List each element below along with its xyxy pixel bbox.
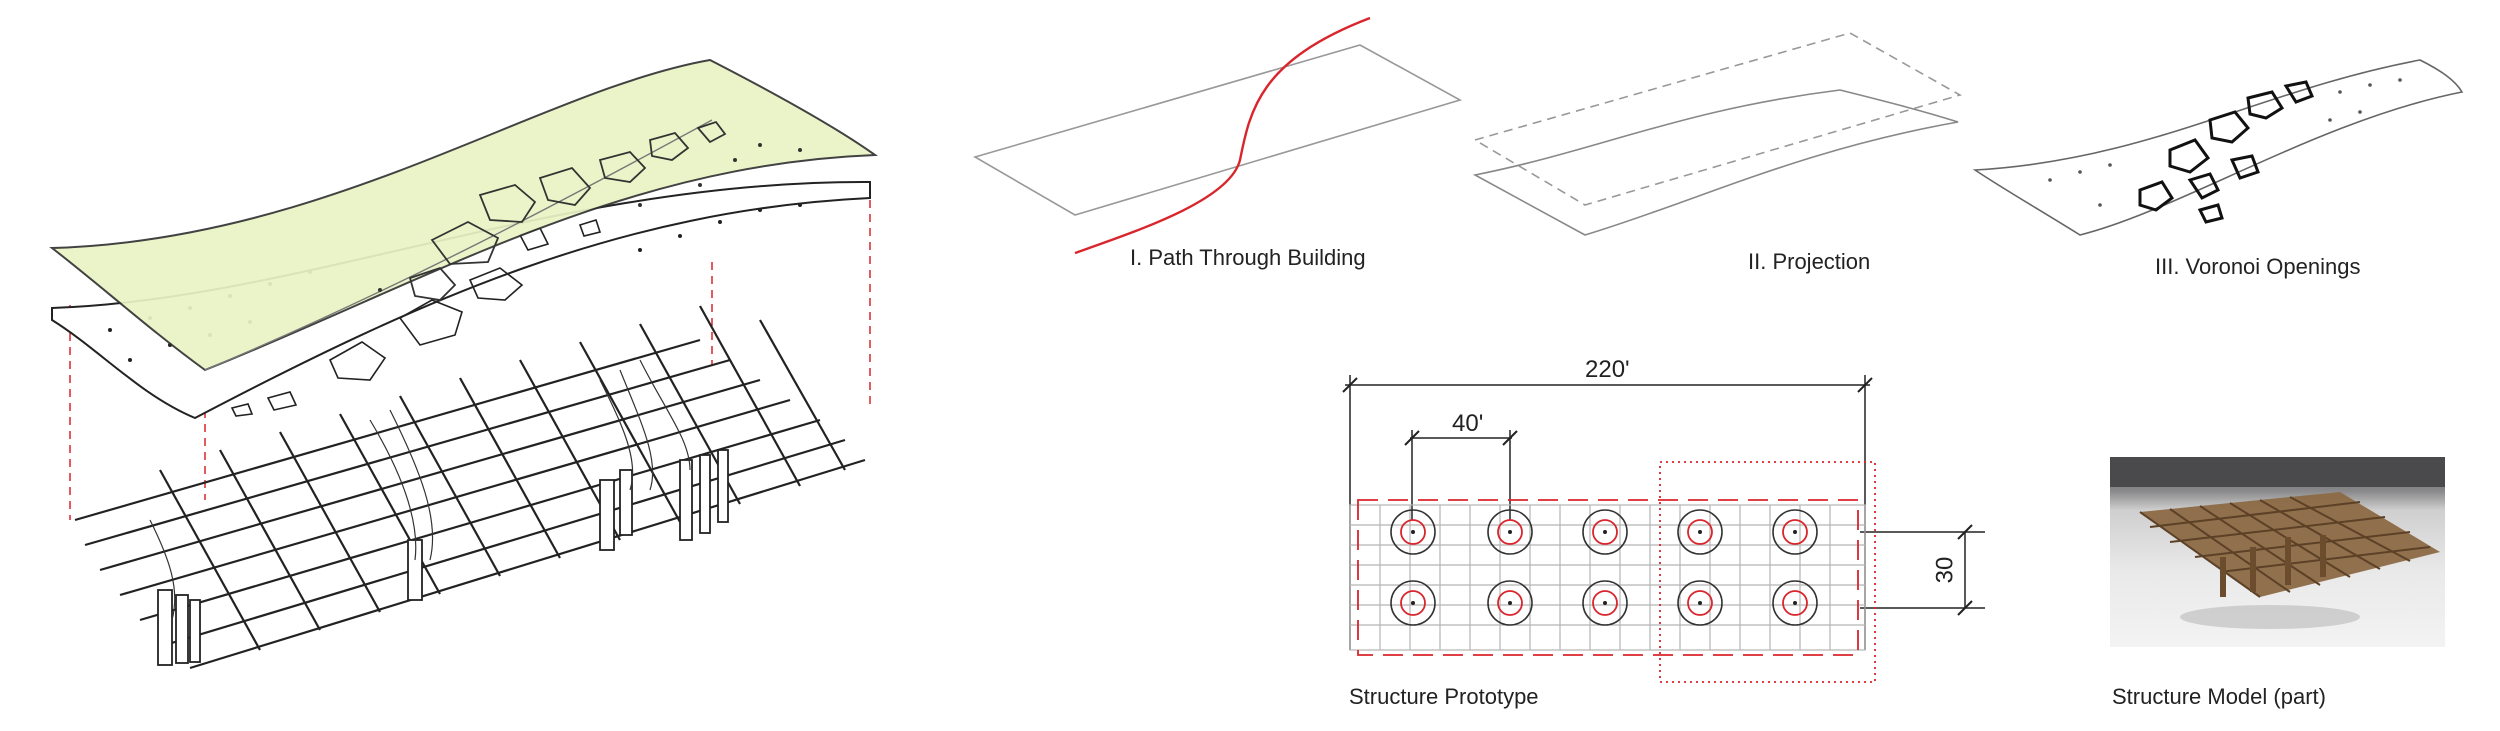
caption-voronoi-openings: III. Voronoi Openings [2155, 254, 2361, 279]
path-diagram [972, 16, 1463, 255]
structure-model-photo [2110, 457, 2445, 647]
model-sketch [2110, 457, 2445, 629]
caption-path-through-building: I. Path Through Building [1130, 245, 1366, 270]
dimension-bay-label: 40' [1452, 410, 1484, 437]
structure-contours [149, 359, 691, 621]
dimension-overall-label: 220' [1585, 356, 1630, 383]
dimension-depth-label: 30 [1931, 556, 1959, 584]
canopy-surface [49, 58, 878, 372]
structure-prototype-plan [1342, 375, 1985, 683]
caption-projection: II. Projection [1748, 249, 1871, 274]
voronoi-diagram [1972, 59, 2464, 236]
caption-structure-model: Structure Model (part) [2112, 684, 2326, 709]
projection-lines [69, 200, 871, 520]
caption-structure-prototype: Structure Prototype [1349, 684, 1539, 709]
structure-columns [157, 449, 729, 666]
projection-diagram [1472, 32, 1963, 236]
column-grid [1390, 509, 1818, 626]
